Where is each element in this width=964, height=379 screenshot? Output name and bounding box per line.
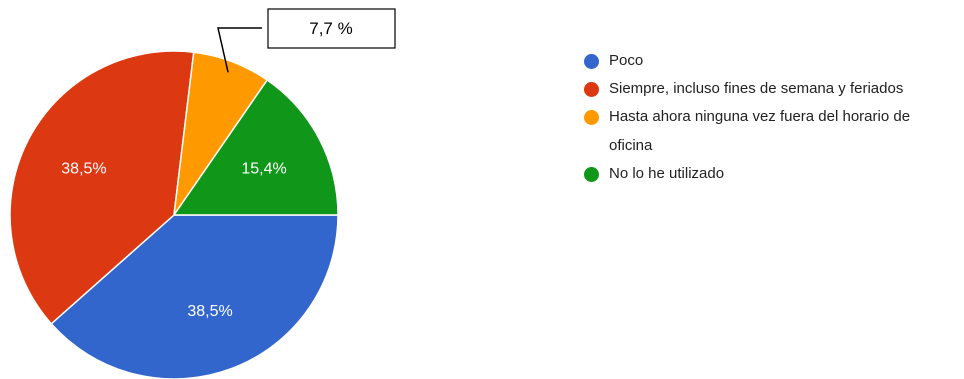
callout: 7,7 % xyxy=(217,8,396,73)
pie-slice-labels: 38,5% 38,5% 15,4% xyxy=(61,161,286,320)
legend: Poco Siempre, incluso fines de semana y … xyxy=(584,51,954,192)
legend-item-siempre: Siempre, incluso fines de semana y feria… xyxy=(584,79,954,103)
pie-slice-no-lo-he xyxy=(172,78,339,216)
pie-slice-poco xyxy=(50,214,339,379)
legend-item-hasta-ahora: Hasta ahora ninguna vez fuera del horari… xyxy=(584,107,954,160)
legend-label-no-utilizado: No lo he utilizado xyxy=(609,165,725,182)
pie-slice-siempre-incluso-fines xyxy=(9,50,195,325)
legend-item-no-utilizado: No lo he utilizado xyxy=(584,164,954,188)
callout-label: 7,7 % xyxy=(309,19,352,38)
legend-swatch-siempre xyxy=(584,82,599,97)
pie-slices xyxy=(9,50,339,379)
callout-leader-line xyxy=(217,27,262,73)
legend-swatch-hasta-ahora xyxy=(584,110,599,125)
legend-swatch-no-utilizado xyxy=(584,167,599,182)
legend-label-poco: Poco xyxy=(609,52,644,69)
callout-box xyxy=(267,8,396,49)
legend-label-siempre: Siempre, incluso fines de semana y feria… xyxy=(609,80,904,97)
pie-slice-label-siempre-incluso-fines: 38,5% xyxy=(61,161,106,178)
legend-item-poco: Poco xyxy=(584,51,954,75)
pie-chart: 38,5% 38,5% 15,4% 7,7 % xyxy=(9,8,396,379)
pie-slice-label-poco: 38,5% xyxy=(187,303,232,320)
legend-swatch-poco xyxy=(584,54,599,69)
legend-label-hasta-ahora: Hasta ahora ninguna vez fuera del horari… xyxy=(609,108,911,154)
pie-slice-label-no-lo-he: 15,4% xyxy=(241,161,286,178)
